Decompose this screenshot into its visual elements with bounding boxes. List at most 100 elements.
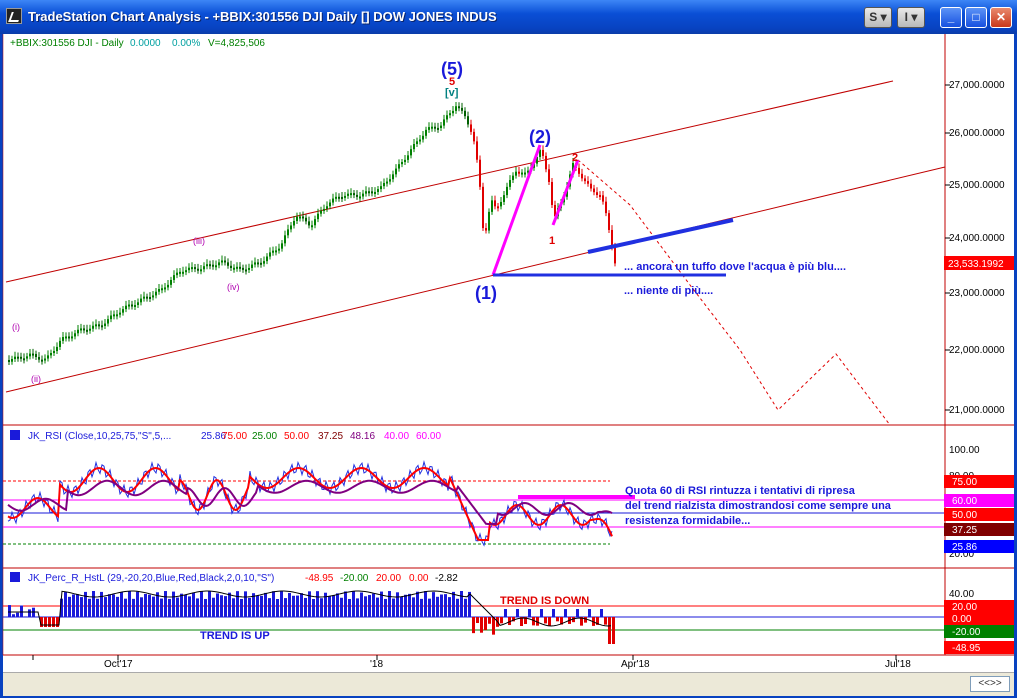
perc-bar <box>28 609 31 617</box>
candle-body <box>305 217 307 222</box>
candle-body <box>272 250 274 253</box>
wave-line-b <box>551 159 580 226</box>
candle-body <box>437 127 439 130</box>
perc-bar <box>280 591 283 617</box>
rsi-axis-label: 100.00 <box>949 445 980 456</box>
candle-body <box>239 266 241 269</box>
candle-body <box>185 270 187 273</box>
perc-bar <box>80 597 83 617</box>
wave-v-label: [v] <box>445 87 459 99</box>
rsi-annotation-line-3: resistenza formidabile... <box>625 515 750 527</box>
perc-bar <box>152 596 155 617</box>
candle-body <box>470 124 472 132</box>
perc-bar <box>236 591 239 617</box>
candle-body <box>74 333 76 337</box>
perc-bar <box>476 617 479 624</box>
candle-body <box>44 358 46 361</box>
scroll-control[interactable]: <<>> <box>970 676 1010 692</box>
title-bar[interactable]: TradeStation Chart Analysis - +BBIX:3015… <box>0 0 1017 34</box>
perc-bar <box>360 592 363 617</box>
candle-body <box>86 329 88 332</box>
candle-body <box>377 189 379 192</box>
perc-bar <box>276 598 279 617</box>
perc-bar <box>76 594 79 617</box>
candle-body <box>35 353 37 358</box>
candle-body <box>371 191 373 194</box>
perc-name: JK_Perc_R_HstL (29,-20,20,Blue,Red,Black… <box>28 573 274 584</box>
perc-bar <box>112 594 115 617</box>
candle-body <box>365 191 367 194</box>
candle-body <box>476 141 478 160</box>
rsi-value-tag-text: 50.00 <box>952 510 977 521</box>
candle-body <box>125 305 127 310</box>
rsi-value-tag <box>944 475 1014 488</box>
perc-bar <box>216 593 219 617</box>
candle-body <box>203 266 205 270</box>
candle-body <box>452 110 454 114</box>
perc-bar <box>528 609 531 617</box>
annotation-nothing-more: ... niente di più.... <box>624 285 713 297</box>
rsi-value-8: 60.00 <box>416 431 441 442</box>
perc-bar <box>344 591 347 617</box>
maximize-button[interactable]: □ <box>965 7 987 28</box>
candle-body <box>119 312 121 315</box>
candle-body <box>551 181 553 205</box>
perc-bar <box>464 598 467 617</box>
candle-body <box>308 221 310 226</box>
wave-5-red-label: 5 <box>449 76 455 88</box>
perc-bar <box>512 617 515 622</box>
candle-body <box>596 192 598 195</box>
perc-bar <box>508 617 511 626</box>
perc-bar <box>200 591 203 617</box>
candle-body <box>65 336 67 339</box>
rsi-value-tag <box>944 523 1014 536</box>
perc-bar <box>524 617 527 625</box>
rsi-value-tag-text: 25.86 <box>952 542 977 553</box>
last-price-value: 23,533.1992 <box>948 259 1004 270</box>
perc-bar <box>64 592 67 617</box>
rsi-value-tag-text: 75.00 <box>952 477 977 488</box>
candle-body <box>329 202 331 207</box>
candle-body <box>29 353 31 357</box>
perc-bar <box>272 591 275 617</box>
s-menu-button[interactable]: S ▾ <box>864 7 892 28</box>
rsi-average-line <box>7 479 613 525</box>
perc-value-tag <box>944 641 1014 654</box>
candle-body <box>404 159 406 163</box>
candle-body <box>344 195 346 198</box>
rsi-axis-label: 20.00 <box>949 549 974 560</box>
wave-iii-label: (iii) <box>193 236 205 246</box>
candle-body <box>599 194 601 197</box>
candle-body <box>188 267 190 271</box>
candle-body <box>26 356 28 359</box>
minimize-button[interactable]: _ <box>940 7 962 28</box>
perc-bar <box>148 594 151 617</box>
perc-bar <box>328 596 331 617</box>
candle-body <box>521 172 523 175</box>
candle-body <box>254 262 256 265</box>
candle-body <box>134 304 136 307</box>
perc-bar <box>304 597 307 617</box>
perc-bar <box>520 617 523 626</box>
perc-bar <box>88 598 91 617</box>
perc-bar <box>484 617 487 631</box>
perc-histogram <box>8 591 615 644</box>
candle-body <box>545 155 547 170</box>
close-button[interactable]: ✕ <box>990 7 1012 28</box>
candle-body <box>206 264 208 267</box>
i-menu-button[interactable]: I ▾ <box>897 7 925 28</box>
time-axis-label: Apr'18 <box>621 659 650 670</box>
perc-value-2: -20.00 <box>340 573 369 584</box>
perc-bar <box>60 598 63 617</box>
perc-bar <box>588 609 591 617</box>
perc-bar <box>164 591 167 617</box>
candle-body <box>317 213 319 220</box>
candle-body <box>605 201 607 214</box>
candle-body <box>347 193 349 196</box>
candle-body <box>449 113 451 116</box>
perc-bar <box>120 592 123 617</box>
candle-body <box>509 180 511 187</box>
perc-bar <box>92 591 95 617</box>
candle-body <box>500 201 502 207</box>
